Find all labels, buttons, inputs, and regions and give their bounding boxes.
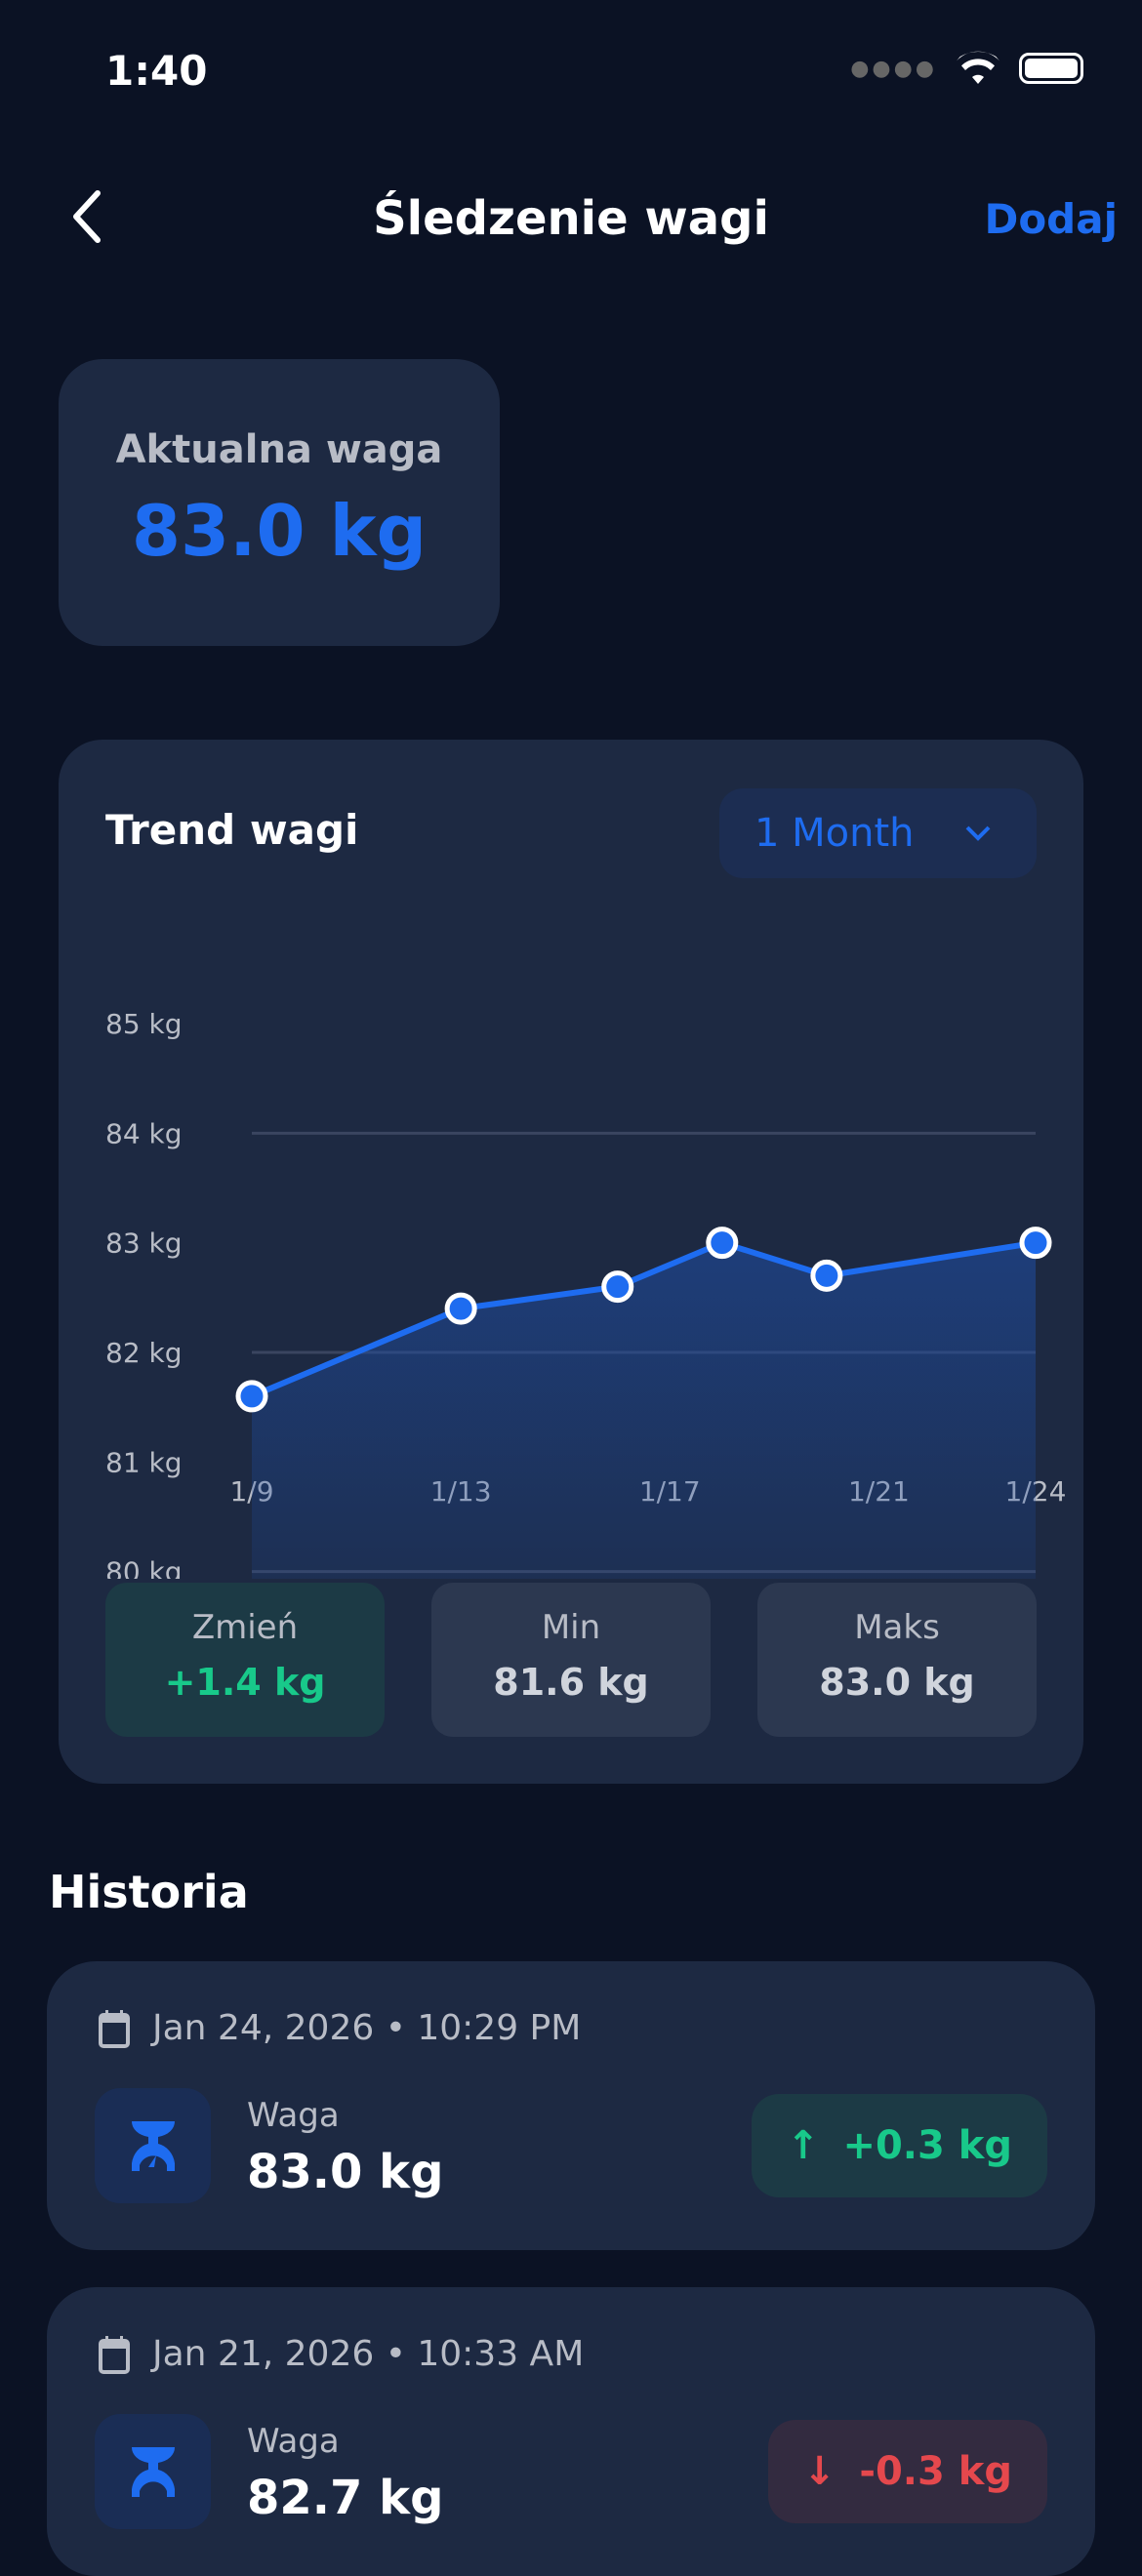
change-value: +0.3 kg (842, 2123, 1012, 2168)
wifi-icon (957, 51, 999, 84)
change-badge: ↑ +0.3 kg (751, 2094, 1047, 2197)
current-weight-label: Aktualna waga (115, 427, 443, 472)
change-value: -0.3 kg (859, 2449, 1012, 2494)
current-weight-value: 83.0 kg (131, 490, 428, 572)
data-point (810, 1259, 843, 1292)
y-tick-label: 80 kg (105, 1556, 183, 1579)
stat-max: Maks 83.0 kg (757, 1583, 1037, 1737)
stat-label: Maks (854, 1608, 940, 1647)
status-icons: ●●●● (850, 51, 1083, 86)
history-value: 82.7 kg (247, 2471, 444, 2525)
y-tick-label: 82 kg (105, 1337, 183, 1369)
y-tick-label: 85 kg (105, 1008, 183, 1040)
range-dropdown[interactable]: 1 Month (719, 788, 1037, 878)
data-point (601, 1270, 634, 1304)
calendar-icon (99, 2335, 130, 2374)
arrow-up-icon: ↑ (786, 2123, 820, 2168)
history-date-row: Jan 21, 2026 • 10:33 AM (98, 2334, 584, 2374)
stat-label: Min (541, 1608, 601, 1647)
stat-change: Zmień +1.4 kg (105, 1583, 385, 1737)
stat-value: 81.6 kg (493, 1661, 649, 1704)
arrow-down-icon: ↓ (802, 2449, 836, 2494)
data-point (706, 1227, 739, 1260)
data-point (235, 1380, 268, 1413)
data-point (444, 1292, 477, 1325)
scale-icon-box (95, 2088, 211, 2203)
stats-row: Zmień +1.4 kg Min 81.6 kg Maks 83.0 kg (105, 1583, 1037, 1737)
history-label: Waga (247, 2422, 340, 2461)
scale-icon (131, 2447, 175, 2497)
status-time: 1:40 (105, 47, 208, 95)
current-weight-card: Aktualna waga 83.0 kg (59, 359, 500, 646)
back-chevron-icon[interactable] (61, 187, 119, 246)
y-tick-label: 84 kg (105, 1117, 183, 1149)
series-line (250, 1239, 1037, 1399)
history-item[interactable]: Jan 21, 2026 • 10:33 AM Waga 82.7 kg ↓ -0… (47, 2287, 1095, 2576)
area-fill (252, 1242, 1036, 1579)
stat-min: Min 81.6 kg (431, 1583, 711, 1737)
stat-value: +1.4 kg (164, 1661, 326, 1704)
history-title: Historia (49, 1866, 249, 1918)
scale-icon (131, 2121, 175, 2171)
add-button[interactable]: Dodaj (984, 195, 1118, 243)
calendar-icon (99, 2009, 130, 2048)
history-value: 83.0 kg (247, 2145, 444, 2199)
y-tick-label: 81 kg (105, 1446, 183, 1478)
stat-value: 83.0 kg (819, 1661, 975, 1704)
history-date: Jan 24, 2026 • 10:29 PM (152, 2008, 582, 2048)
range-value: 1 Month (755, 811, 915, 856)
stat-label: Zmień (191, 1608, 299, 1647)
trend-title: Trend wagi (105, 806, 359, 854)
change-badge: ↓ -0.3 kg (767, 2420, 1047, 2523)
signal-icon: ●●●● (850, 56, 937, 81)
page-title: Śledzenie wagi (373, 191, 769, 246)
history-date: Jan 21, 2026 • 10:33 AM (152, 2334, 585, 2374)
scale-icon-box (95, 2414, 211, 2529)
history-label: Waga (247, 2096, 340, 2135)
history-date-row: Jan 24, 2026 • 10:29 PM (98, 2008, 581, 2048)
history-item[interactable]: Jan 24, 2026 • 10:29 PM Waga 83.0 kg ↑ +0… (47, 1961, 1095, 2250)
battery-icon (1019, 53, 1083, 84)
data-point (1019, 1227, 1052, 1260)
chevron-down-icon (965, 825, 990, 841)
y-tick-label: 83 kg (105, 1228, 183, 1260)
